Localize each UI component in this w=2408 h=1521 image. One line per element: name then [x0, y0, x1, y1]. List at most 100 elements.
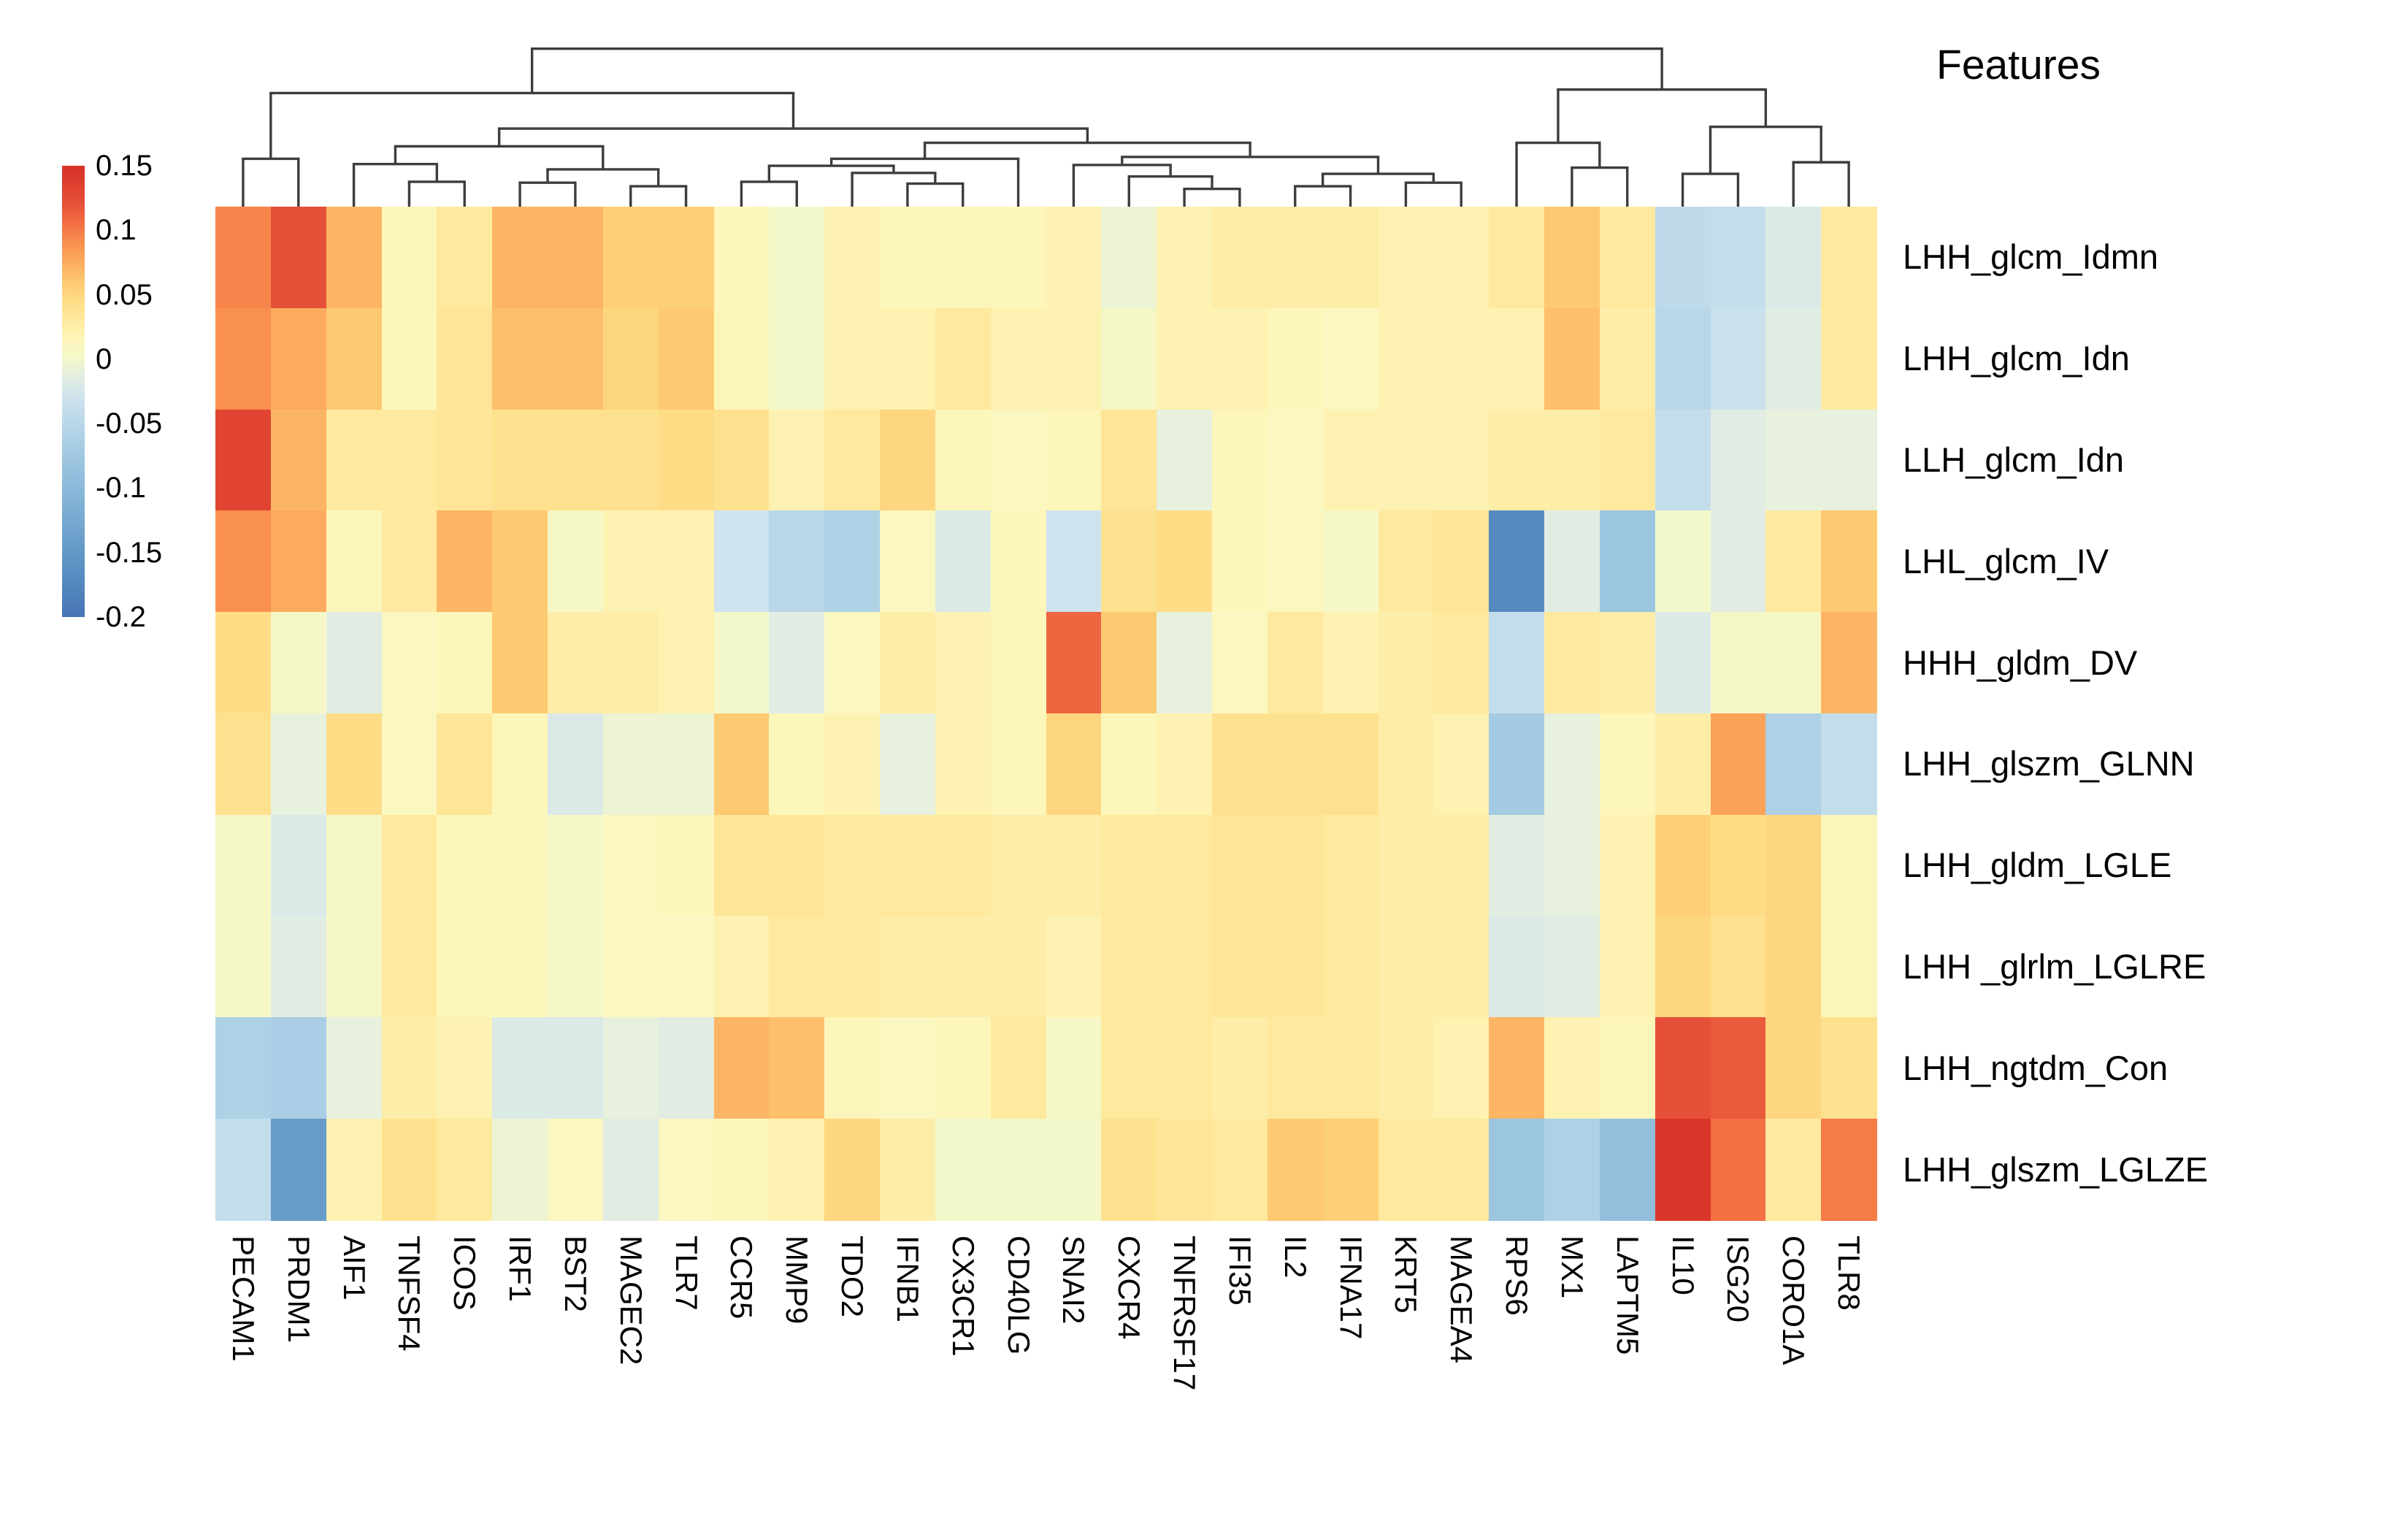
- heatmap-cell: [990, 612, 1047, 714]
- heatmap-cell: [548, 814, 604, 917]
- heatmap-cell: [437, 916, 493, 1018]
- heatmap-cell: [713, 409, 770, 511]
- heatmap-cell: [381, 814, 437, 917]
- heatmap-cell: [437, 510, 493, 613]
- heatmap-cell: [326, 1119, 383, 1221]
- heatmap-cell: [492, 713, 548, 816]
- column-label: IRF1: [503, 1235, 538, 1303]
- heatmap-cell: [1046, 510, 1102, 613]
- heatmap-cell: [824, 510, 881, 613]
- heatmap-cell: [492, 1119, 548, 1221]
- heatmap-cell: [1378, 612, 1434, 714]
- heatmap-cell: [1157, 916, 1213, 1018]
- heatmap-cell: [381, 307, 437, 410]
- heatmap-cell: [381, 713, 437, 816]
- heatmap-cell: [1267, 713, 1324, 816]
- column-label: TLR8: [1832, 1235, 1867, 1311]
- colorbar-gradient: [62, 166, 85, 617]
- column-label: MAGEC2: [613, 1235, 648, 1365]
- heatmap-cell: [1267, 612, 1324, 714]
- column-label: CD40LG: [1001, 1235, 1036, 1355]
- heatmap-cell: [1212, 510, 1268, 613]
- heatmap-cell: [880, 1119, 936, 1221]
- heatmap-cell: [1212, 1017, 1268, 1119]
- heatmap-cell: [270, 409, 327, 511]
- heatmap-cell: [1101, 307, 1157, 410]
- heatmap-cell: [1489, 713, 1545, 816]
- heatmap-cell: [1157, 409, 1213, 511]
- heatmap-cell: [713, 814, 770, 917]
- heatmap-cell: [548, 713, 604, 816]
- row-label: LHH_glcm_Idmn: [1903, 237, 2159, 277]
- heatmap-cell: [437, 307, 493, 410]
- heatmap-cell: [548, 1017, 604, 1119]
- heatmap-cell: [1489, 409, 1545, 511]
- heatmap-cell: [548, 207, 604, 309]
- heatmap-cell: [602, 1017, 659, 1119]
- column-label: IFNB1: [890, 1235, 925, 1323]
- heatmap-cell: [1599, 713, 1656, 816]
- heatmap-cell: [215, 612, 272, 714]
- row-label: LHH _glrlm_LGLRE: [1903, 947, 2206, 986]
- heatmap-cell: [437, 713, 493, 816]
- heatmap-cell: [215, 1017, 272, 1119]
- heatmap-cell: [492, 814, 548, 917]
- heatmap-cell: [1157, 1017, 1213, 1119]
- heatmap-cell: [381, 207, 437, 309]
- heatmap-cell: [824, 1119, 881, 1221]
- column-label: TNFRSF17: [1167, 1235, 1203, 1391]
- heatmap-cell: [935, 1017, 992, 1119]
- heatmap-cell: [1212, 207, 1268, 309]
- heatmap-cell: [1212, 612, 1268, 714]
- heatmap-cell: [270, 1119, 327, 1221]
- heatmap-cell: [326, 307, 383, 410]
- heatmap-cell: [1765, 1119, 1822, 1221]
- heatmap-cell: [1101, 713, 1157, 816]
- heatmap-cell: [326, 1017, 383, 1119]
- heatmap-cell: [1212, 307, 1268, 410]
- heatmap-cell: [1046, 612, 1102, 714]
- heatmap-cell: [1599, 1017, 1656, 1119]
- heatmap-cell: [381, 510, 437, 613]
- heatmap-cell: [1710, 409, 1766, 511]
- heatmap-cell: [437, 1119, 493, 1221]
- heatmap-cell: [990, 713, 1047, 816]
- heatmap-cell: [437, 1017, 493, 1119]
- column-label: MAGEA4: [1444, 1235, 1479, 1364]
- heatmap-cell: [1322, 510, 1379, 613]
- row-label: LLH_glcm_Idn: [1903, 440, 2125, 479]
- heatmap-cell: [658, 814, 715, 917]
- heatmap-cell: [1710, 307, 1766, 410]
- row-label: LHH_glcm_Idn: [1903, 339, 2130, 378]
- heatmap-cell: [1378, 916, 1434, 1018]
- heatmap-cell: [1489, 612, 1545, 714]
- heatmap-cell: [381, 916, 437, 1018]
- heatmap-cell: [990, 510, 1047, 613]
- heatmap-cell: [548, 1119, 604, 1221]
- heatmap-cell: [824, 814, 881, 917]
- heatmap-cell: [769, 713, 825, 816]
- heatmap-cell: [1654, 409, 1711, 511]
- heatmap-cell: [1710, 916, 1766, 1018]
- column-label: TLR7: [669, 1235, 704, 1311]
- heatmap-cell: [215, 409, 272, 511]
- heatmap-cell: [602, 207, 659, 309]
- heatmap-cell: [215, 1119, 272, 1221]
- heatmap-cell: [1710, 1017, 1766, 1119]
- heatmap-cell: [492, 916, 548, 1018]
- row-label: LHL_glcm_IV: [1903, 541, 2109, 581]
- heatmap-cell: [1322, 612, 1379, 714]
- heatmap-cell: [492, 207, 548, 309]
- heatmap-cell: [769, 814, 825, 917]
- heatmap-cell: [492, 612, 548, 714]
- heatmap-cell: [1654, 916, 1711, 1018]
- heatmap-cell: [990, 916, 1047, 1018]
- column-label: CXCR4: [1112, 1235, 1147, 1340]
- heatmap-cell: [1544, 612, 1600, 714]
- heatmap-cell: [1654, 510, 1711, 613]
- heatmap-cell: [548, 612, 604, 714]
- heatmap-cell: [1212, 814, 1268, 917]
- heatmap-cell: [935, 814, 992, 917]
- heatmap-cell: [935, 409, 992, 511]
